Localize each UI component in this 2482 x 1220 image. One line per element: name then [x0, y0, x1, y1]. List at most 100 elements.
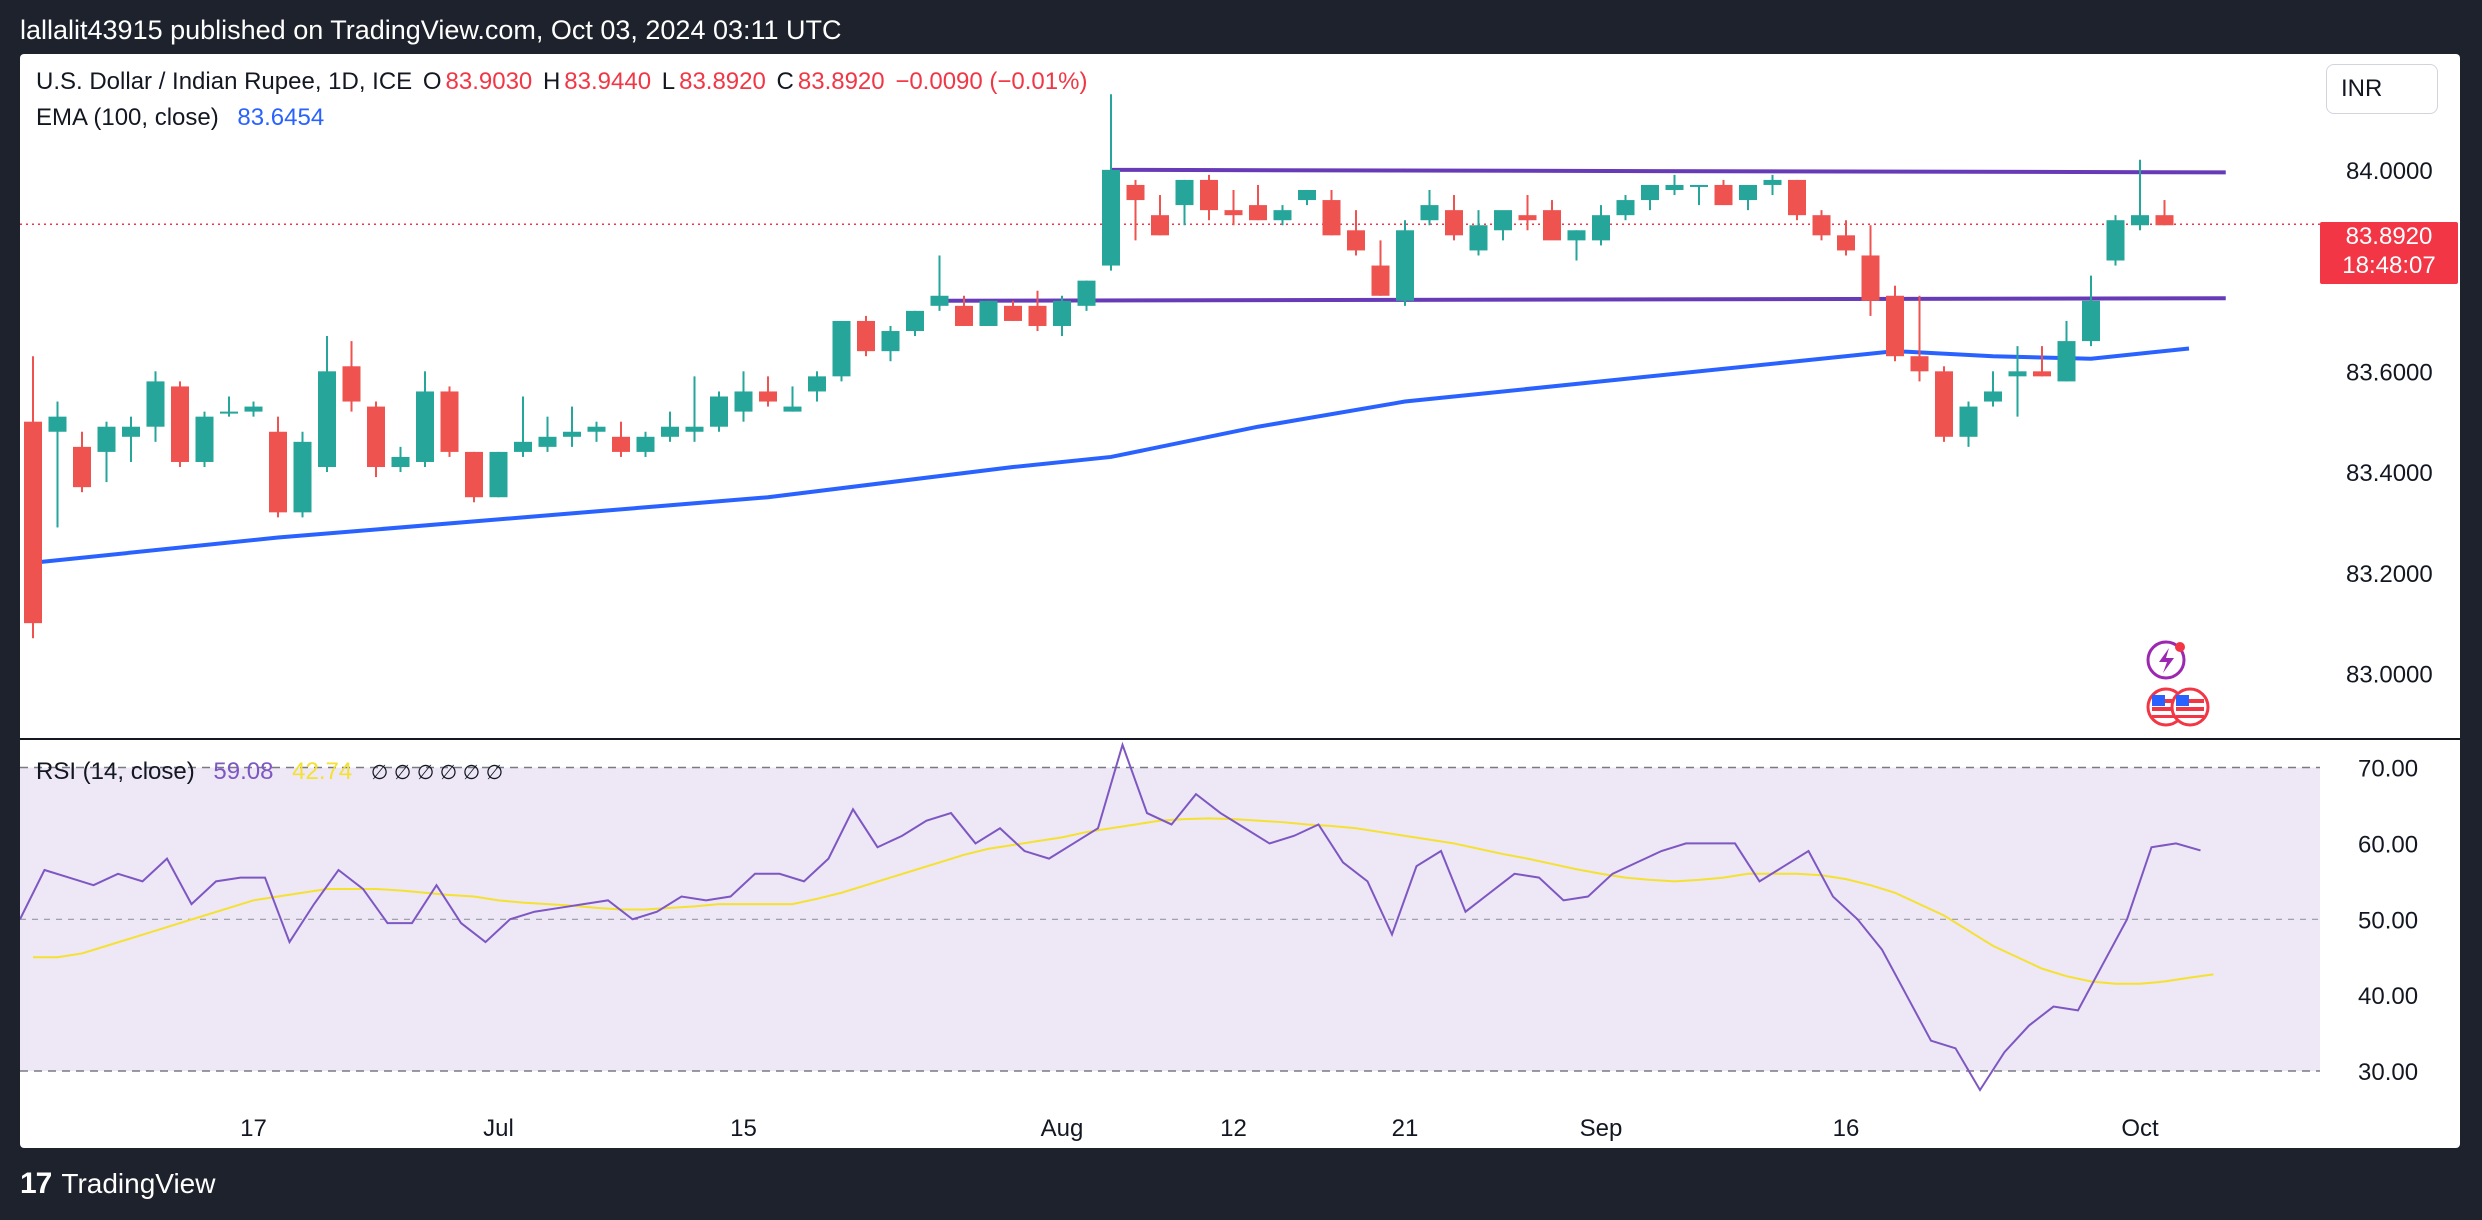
candle-body[interactable] — [1004, 305, 1022, 321]
candle-body[interactable] — [1298, 189, 1316, 201]
candle-body[interactable] — [1763, 179, 1782, 185]
candle-body[interactable] — [244, 406, 263, 412]
price-pane[interactable]: 84.000083.800083.600083.400083.200083.00… — [20, 94, 2433, 689]
candle-body[interactable] — [1959, 406, 1978, 437]
candle-body[interactable] — [1273, 210, 1292, 221]
candle-body[interactable] — [367, 406, 385, 468]
candle-body[interactable] — [1518, 215, 1537, 221]
candle-body[interactable] — [734, 391, 753, 412]
candle-body[interactable] — [171, 386, 189, 462]
candle-body[interactable] — [612, 436, 630, 452]
symbol-title[interactable]: U.S. Dollar / Indian Rupee, 1D, ICE — [36, 68, 413, 95]
candle-body[interactable] — [342, 366, 361, 402]
candle-body[interactable] — [2106, 220, 2125, 261]
candle-body[interactable] — [391, 456, 410, 468]
candle-body[interactable] — [955, 305, 973, 326]
candle-body[interactable] — [1592, 215, 1610, 241]
candle-body[interactable] — [563, 431, 581, 437]
candle-body[interactable] — [195, 416, 214, 462]
candle-body[interactable] — [1053, 300, 1071, 326]
candle-body[interactable] — [1077, 280, 1096, 306]
candle-body[interactable] — [122, 426, 140, 437]
candle-body[interactable] — [2057, 341, 2076, 382]
rsi-ma-line[interactable] — [33, 817, 2214, 985]
currency-button[interactable]: INR — [2326, 64, 2438, 114]
candle-body[interactable] — [1567, 230, 1586, 241]
candle-body[interactable] — [661, 426, 679, 437]
candle-body[interactable] — [514, 441, 532, 452]
candle-body[interactable] — [1445, 210, 1463, 236]
candle-body[interactable] — [1886, 295, 1904, 357]
time-axis[interactable]: 17 Jul 15 Aug 12 21 Sep 16 Oct — [240, 1115, 2159, 1142]
candle-body[interactable] — [1371, 265, 1390, 296]
candle-body[interactable] — [1788, 179, 1806, 216]
candle-body[interactable] — [2155, 215, 2174, 226]
lightning-icon[interactable] — [2146, 640, 2186, 680]
us-flag-icon-2[interactable] — [2170, 687, 2210, 727]
candle-body[interactable] — [24, 421, 42, 624]
candle-body[interactable] — [2082, 300, 2100, 342]
candle-body[interactable] — [1151, 215, 1169, 236]
candle-body[interactable] — [97, 426, 116, 452]
candle-body[interactable] — [1739, 184, 1757, 201]
candle-body[interactable] — [1322, 200, 1341, 236]
channel-line-upper[interactable] — [1110, 167, 2226, 175]
candle-body[interactable] — [906, 310, 924, 332]
candle-body[interactable] — [1469, 225, 1488, 251]
candle-body[interactable] — [1224, 210, 1243, 216]
candle-body[interactable] — [783, 406, 802, 412]
candle-body[interactable] — [146, 381, 165, 427]
candle-body[interactable] — [1714, 184, 1733, 206]
candle-body[interactable] — [1616, 200, 1635, 216]
candle-body[interactable] — [1028, 305, 1047, 326]
chart-frame[interactable]: 84.000083.800083.600083.400083.200083.00… — [20, 54, 2460, 1148]
candle-body[interactable] — [73, 446, 91, 488]
ema-line[interactable] — [32, 346, 2190, 565]
candle-body[interactable] — [1347, 230, 1365, 251]
candle-body[interactable] — [1984, 391, 2002, 402]
candle-body[interactable] — [1200, 179, 1218, 211]
candle-body[interactable] — [416, 391, 434, 462]
candle-body[interactable] — [440, 391, 459, 452]
candle-body[interactable] — [1543, 210, 1561, 241]
candle-body[interactable] — [220, 411, 238, 414]
candle-body[interactable] — [1665, 184, 1684, 190]
candle-body[interactable] — [538, 436, 557, 447]
candle-body[interactable] — [1126, 184, 1145, 201]
candle-body[interactable] — [685, 426, 704, 432]
candle-body[interactable] — [1396, 230, 1414, 301]
candle-body[interactable] — [1910, 356, 1929, 372]
candle-body[interactable] — [2033, 371, 2051, 377]
candle-body[interactable] — [808, 376, 826, 392]
candle-body[interactable] — [1690, 184, 1708, 187]
candle-body[interactable] — [269, 431, 287, 513]
candle-body[interactable] — [318, 371, 336, 468]
candle-body[interactable] — [1420, 205, 1439, 221]
candle-body[interactable] — [1935, 371, 1953, 437]
candle-body[interactable] — [1102, 169, 1120, 266]
candle-body[interactable] — [1249, 205, 1267, 221]
tradingview-logo-icon[interactable]: 17 — [20, 1167, 52, 1200]
candle-body[interactable] — [1641, 184, 1659, 201]
candle-body[interactable] — [489, 451, 508, 498]
rsi-label[interactable]: RSI (14, close) — [36, 758, 195, 785]
candle-body[interactable] — [881, 331, 900, 352]
candle-body[interactable] — [2131, 215, 2149, 226]
candle-body[interactable] — [1861, 255, 1880, 301]
rsi-line[interactable] — [20, 741, 2201, 1092]
candle-body[interactable] — [1175, 179, 1194, 206]
candle-body[interactable] — [465, 451, 483, 498]
candle-body[interactable] — [710, 396, 728, 427]
channel-line-lower[interactable] — [939, 296, 2226, 303]
rsi-pane[interactable]: 70.00 60.00 50.00 40.00 30.00 — [20, 741, 2418, 1092]
candle-body[interactable] — [857, 320, 875, 352]
candle-body[interactable] — [930, 295, 949, 306]
candle-body[interactable] — [293, 441, 312, 513]
candle-body[interactable] — [979, 300, 998, 326]
candle-body[interactable] — [1837, 235, 1855, 251]
candle-body[interactable] — [48, 416, 67, 432]
candle-body[interactable] — [587, 426, 606, 432]
footer-brand[interactable]: TradingView — [61, 1168, 216, 1199]
candle-body[interactable] — [1494, 210, 1512, 231]
ema-label[interactable]: EMA (100, close) — [36, 104, 219, 131]
